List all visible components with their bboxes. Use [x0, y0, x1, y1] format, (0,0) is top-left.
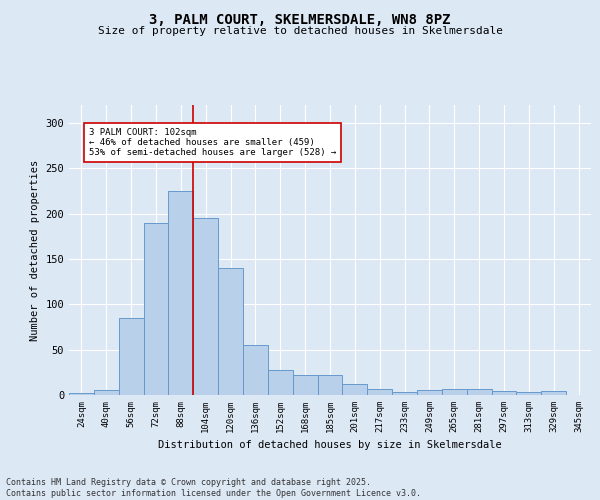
Bar [367, 388, 392, 395]
Bar [94, 390, 119, 395]
Bar [243, 345, 268, 395]
Bar [343, 384, 367, 395]
Y-axis label: Number of detached properties: Number of detached properties [30, 160, 40, 340]
Bar [541, 392, 566, 395]
Bar [293, 375, 317, 395]
X-axis label: Distribution of detached houses by size in Skelmersdale: Distribution of detached houses by size … [158, 440, 502, 450]
Bar [119, 318, 143, 395]
Text: 3, PALM COURT, SKELMERSDALE, WN8 8PZ: 3, PALM COURT, SKELMERSDALE, WN8 8PZ [149, 12, 451, 26]
Bar [169, 191, 193, 395]
Bar [69, 393, 94, 395]
Bar [442, 388, 467, 395]
Bar [268, 370, 293, 395]
Bar [517, 392, 541, 395]
Bar [467, 388, 491, 395]
Bar [417, 390, 442, 395]
Text: Size of property relative to detached houses in Skelmersdale: Size of property relative to detached ho… [97, 26, 503, 36]
Bar [491, 392, 517, 395]
Text: Contains HM Land Registry data © Crown copyright and database right 2025.
Contai: Contains HM Land Registry data © Crown c… [6, 478, 421, 498]
Bar [193, 218, 218, 395]
Text: 3 PALM COURT: 102sqm
← 46% of detached houses are smaller (459)
53% of semi-deta: 3 PALM COURT: 102sqm ← 46% of detached h… [89, 128, 336, 158]
Bar [392, 392, 417, 395]
Bar [317, 375, 343, 395]
Bar [143, 223, 169, 395]
Bar [218, 268, 243, 395]
